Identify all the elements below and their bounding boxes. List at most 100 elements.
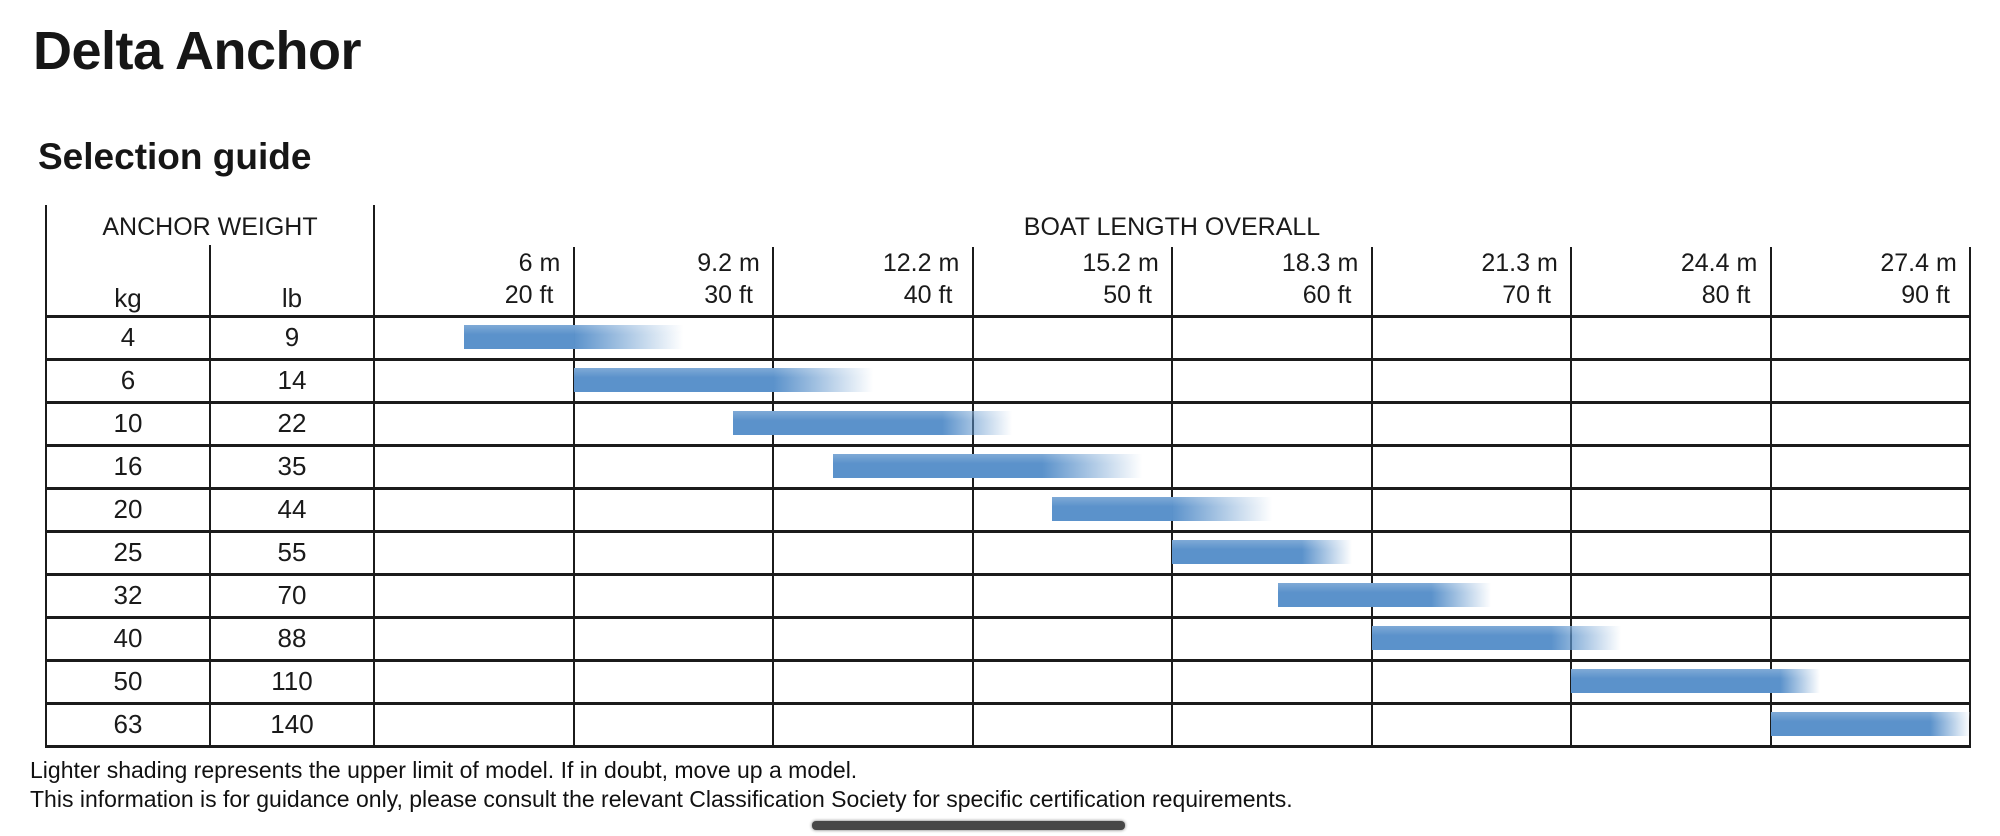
anchor-weight-lb-cell: 22 xyxy=(277,408,307,438)
anchor-weight-kg-cell: 20 xyxy=(113,494,143,524)
anchor-weight-kg-cell: 10 xyxy=(113,408,143,438)
tick-label-ft: 40 ft xyxy=(817,281,967,309)
tick-label-ft: 60 ft xyxy=(1216,281,1366,309)
anchor-weight-lb-cell: 55 xyxy=(277,537,307,567)
tick-unit-ft: ft xyxy=(1736,281,1751,309)
tick-unit-m: m xyxy=(739,249,760,277)
row-divider xyxy=(46,358,1971,361)
row-divider xyxy=(46,444,1971,447)
anchor-weight-kg-cell: 6 xyxy=(120,365,136,395)
tick-value-m: 18.3 xyxy=(1281,249,1331,277)
tick-unit-ft: ft xyxy=(1537,281,1551,309)
tick-grid-line xyxy=(1370,247,1373,748)
tick-label-ft: 30 ft xyxy=(617,281,767,309)
row-divider xyxy=(46,401,1971,404)
kg-lb-divider xyxy=(209,245,211,748)
anchor-weight-kg-cell: 4 xyxy=(120,322,136,352)
tick-value-m: 24.4 xyxy=(1680,249,1730,277)
tick-value-ft: 60 xyxy=(1302,281,1331,309)
tick-unit-m: m xyxy=(1337,249,1359,277)
row-divider xyxy=(46,530,1971,533)
boat-length-range-bar xyxy=(832,454,1143,478)
tick-grid-line xyxy=(1570,247,1572,748)
row-divider xyxy=(46,487,1971,490)
tick-label-m: 12.2 m xyxy=(817,249,967,277)
boat-length-range-bar xyxy=(1770,712,1970,736)
footnote-guidance: This information is for guidance only, p… xyxy=(30,786,1293,812)
tick-value-ft: 90 xyxy=(1901,281,1929,309)
row-divider xyxy=(46,616,1971,619)
tick-value-ft: 80 xyxy=(1701,281,1730,309)
tick-value-m: 6 xyxy=(518,249,533,277)
table-bottom-border xyxy=(46,745,1971,748)
tick-unit-ft: ft xyxy=(938,281,953,309)
anchor-weight-kg-cell: 25 xyxy=(113,537,143,567)
header-body-divider xyxy=(46,315,1971,318)
row-divider xyxy=(46,659,1971,662)
tick-unit-m: m xyxy=(1537,249,1558,277)
tick-label-m: 9.2 m xyxy=(617,249,767,277)
anchor-weight-lb-cell: 14 xyxy=(277,365,307,395)
boat-length-range-bar xyxy=(1371,626,1621,650)
tick-label-ft: 90 ft xyxy=(1814,281,1964,309)
boat-length-group-header: BOAT LENGTH OVERALL xyxy=(1023,213,1321,241)
tick-grid-line xyxy=(971,247,974,748)
tick-value-ft: 30 xyxy=(704,281,732,309)
boat-length-range-bar xyxy=(1052,497,1272,521)
tick-value-ft: 70 xyxy=(1502,281,1530,309)
tick-unit-m: m xyxy=(539,249,561,277)
anchor-weight-lb-cell: 9 xyxy=(284,322,300,352)
tick-label-m: 24.4 m xyxy=(1615,249,1765,277)
lb-column-header: lb xyxy=(281,283,303,313)
anchor-weight-lb-cell: 110 xyxy=(271,666,313,696)
tick-value-ft: 40 xyxy=(903,281,932,309)
tick-unit-ft: ft xyxy=(739,281,753,309)
boat-length-range-bar xyxy=(1571,669,1821,693)
tick-label-m: 21.3 m xyxy=(1415,249,1565,277)
anchor-weight-lb-cell: 70 xyxy=(277,580,307,610)
anchor-weight-kg-cell: 16 xyxy=(113,451,143,481)
tick-value-m: 27.4 xyxy=(1880,249,1929,277)
anchor-weight-lb-cell: 140 xyxy=(270,709,314,739)
row-divider xyxy=(46,573,1971,576)
tick-value-m: 15.2 xyxy=(1082,249,1131,277)
tick-label-ft: 50 ft xyxy=(1016,281,1166,309)
tick-label-ft: 20 ft xyxy=(418,281,568,309)
tick-unit-m: m xyxy=(1138,249,1159,277)
footnote-shading: Lighter shading represents the upper lim… xyxy=(30,757,858,783)
anchor-weight-kg-cell: 40 xyxy=(113,623,143,653)
anchor-weight-kg-cell: 63 xyxy=(113,709,143,739)
anchor-weight-kg-cell: 32 xyxy=(113,580,143,610)
tick-label-ft: 80 ft xyxy=(1615,281,1765,309)
tick-value-m: 9.2 xyxy=(697,249,732,277)
tick-value-m: 12.2 xyxy=(882,249,932,277)
boat-length-range-bar xyxy=(1277,583,1492,607)
tick-unit-ft: ft xyxy=(1936,281,1950,309)
anchor-weight-group-header: ANCHOR WEIGHT xyxy=(102,213,318,241)
tick-value-m: 21.3 xyxy=(1481,249,1530,277)
section-title: Selection guide xyxy=(38,136,312,177)
tick-label-ft: 70 ft xyxy=(1415,281,1565,309)
tick-unit-m: m xyxy=(1736,249,1758,277)
table-right-border xyxy=(1969,247,1971,748)
table-left-border xyxy=(45,205,47,748)
anchor-weight-kg-cell: 50 xyxy=(113,666,143,696)
anchor-weight-lb-cell: 44 xyxy=(277,494,307,524)
tick-unit-m: m xyxy=(1936,249,1957,277)
tick-grid-line xyxy=(1769,247,1772,748)
boat-length-range-bar xyxy=(1172,540,1352,564)
anchor-weight-lb-cell: 35 xyxy=(277,451,307,481)
tick-unit-ft: ft xyxy=(539,281,554,309)
tick-unit-ft: ft xyxy=(1337,281,1352,309)
row-divider xyxy=(46,702,1971,705)
tick-unit-ft: ft xyxy=(1138,281,1152,309)
boat-length-range-bar xyxy=(463,325,684,349)
tick-label-m: 27.4 m xyxy=(1814,249,1964,277)
tick-grid-line xyxy=(772,247,774,748)
boat-length-range-bar xyxy=(573,368,873,392)
tick-label-m: 15.2 m xyxy=(1016,249,1166,277)
boat-length-range-bar xyxy=(733,411,1013,435)
tick-grid-line xyxy=(572,247,575,748)
